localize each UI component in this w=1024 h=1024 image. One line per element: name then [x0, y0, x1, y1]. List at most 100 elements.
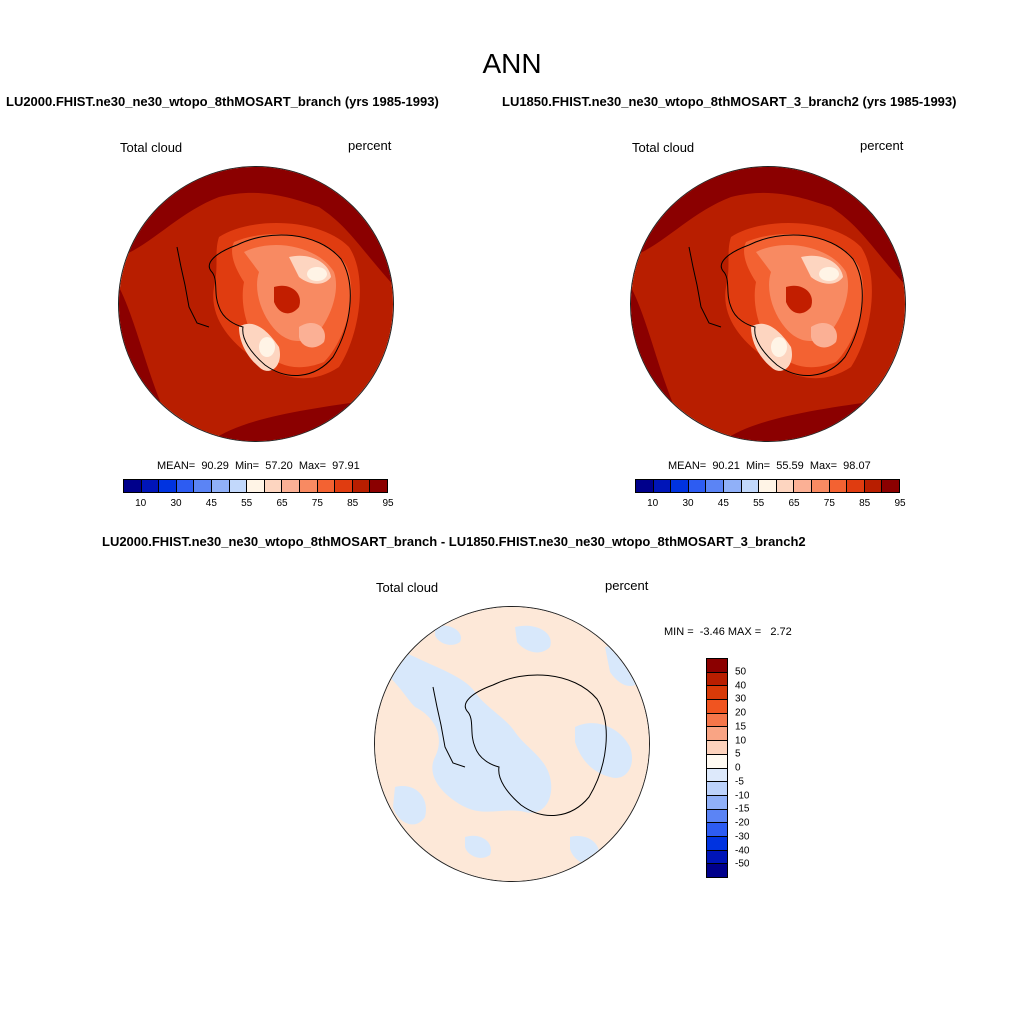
panel-2-colorbar-swatch	[741, 480, 760, 492]
panel-1-stats: MEAN= 90.29 Min= 57.20 Max= 97.91	[157, 460, 360, 472]
panel-1-colorbar-swatch	[176, 480, 195, 492]
panel-3-colorbar-swatch	[707, 713, 727, 728]
panel-2-colorbar-swatch	[776, 480, 795, 492]
panel-1-colorbar-swatch	[247, 480, 265, 492]
panel-2-colorbar-tick-label: 75	[823, 498, 835, 509]
panel-3-colorbar-swatch	[707, 809, 727, 824]
panel-3-colorbar-tick-label: 5	[735, 748, 741, 760]
panel-3-title: LU2000.FHIST.ne30_ne30_wtopo_8thMOSART_b…	[102, 534, 806, 549]
panel-1-colorbar-swatch	[264, 480, 283, 492]
panel-1-units-label: percent	[348, 138, 392, 153]
panel-3-colorbar-tick-label: 10	[735, 735, 747, 746]
panel-1-colorbar-swatch	[194, 480, 212, 492]
panel-3-colorbar-tick-label: 0	[735, 762, 741, 774]
panel-3-colorbar-swatch	[707, 768, 727, 783]
panel-1-colorbar-tick-label: 30	[170, 498, 182, 509]
panel-1-colorbar-swatch	[124, 480, 142, 492]
panel-2-stats: MEAN= 90.21 Min= 55.59 Max= 98.07	[668, 460, 871, 472]
panel-2-colorbar-swatch	[723, 480, 742, 492]
panel-2-colorbar-tick-label: 95	[894, 498, 906, 509]
panel-2-colorbar-swatch	[653, 480, 672, 492]
panel-1-colorbar-swatch	[352, 480, 371, 492]
panel-1-colorbar-swatch	[282, 480, 300, 492]
panel-2-colorbar-swatch	[864, 480, 883, 492]
panel-2-colorbar-swatch	[811, 480, 830, 492]
panel-3-map-svg	[375, 607, 649, 881]
panel-1-title: LU2000.FHIST.ne30_ne30_wtopo_8thMOSART_b…	[6, 94, 439, 109]
panel-1-colorbar-swatch	[159, 480, 177, 492]
panel-1-colorbar-swatch	[299, 480, 318, 492]
panel-3-colorbar-tick-label: -40	[735, 845, 750, 856]
panel-3-units-label: percent	[605, 578, 649, 593]
panel-1-colorbar-swatch	[335, 480, 353, 492]
panel-1-colorbar-ticks: 10 30 45 55 65 75 85 95	[123, 498, 393, 512]
panel-3-colorbar-tick-label: -5	[735, 776, 744, 788]
panel-3-colorbar	[706, 658, 728, 878]
panel-3-colorbar-tick-label: -15	[735, 803, 750, 815]
panel-2-colorbar-swatch	[794, 480, 812, 492]
panel-2-colorbar-swatch	[706, 480, 724, 492]
panel-1-colorbar-swatch	[317, 480, 336, 492]
panel-2-colorbar-swatch	[671, 480, 689, 492]
panel-3-colorbar-swatch	[707, 795, 727, 810]
panel-3-colorbar-swatch	[707, 782, 727, 796]
panel-2-colorbar-tick-label: 45	[717, 498, 729, 509]
panel-1-colorbar-swatch	[229, 480, 248, 492]
panel-2-colorbar-tick-label: 65	[788, 498, 800, 509]
panel-2-colorbar	[635, 479, 900, 493]
panel-3-colorbar-swatch	[707, 754, 727, 769]
panel-1-colorbar-tick-label: 75	[311, 498, 323, 509]
panel-2-colorbar-swatch	[759, 480, 777, 492]
panel-3-colorbar-tick-label: 15	[735, 721, 747, 733]
panel-2-map-svg	[631, 167, 905, 441]
panel-2-colorbar-tick-label: 85	[859, 498, 871, 509]
panel-2-colorbar-tick-label: 55	[753, 498, 765, 509]
panel-3-colorbar-swatch	[707, 836, 727, 851]
panel-2-colorbar-swatch	[847, 480, 865, 492]
panel-2-colorbar-swatch	[688, 480, 707, 492]
panel-2-variable-label: Total cloud	[632, 140, 695, 155]
panel-2-units-label: percent	[860, 138, 904, 153]
panel-1-map-svg	[119, 167, 393, 441]
panel-3-colorbar-swatch	[707, 672, 727, 687]
panel-2-colorbar-tick-label: 10	[647, 498, 659, 509]
panel-1-colorbar-swatch	[370, 480, 387, 492]
panel-1-map	[118, 166, 394, 442]
panel-3-colorbar-tick-label: 20	[735, 707, 747, 719]
panel-1-colorbar-swatch	[211, 480, 230, 492]
panel-1-colorbar-tick-label: 10	[135, 498, 147, 509]
panel-3-colorbar-swatch	[707, 659, 727, 673]
panel-3-colorbar-swatch	[707, 823, 727, 837]
panel-3-colorbar-swatch	[707, 864, 727, 877]
panel-3-colorbar-tick-label: -20	[735, 817, 750, 829]
panel-1-colorbar-tick-label: 45	[205, 498, 217, 509]
panel-2-colorbar-swatch	[829, 480, 848, 492]
panel-3-colorbar-tick-label: -50	[735, 858, 750, 870]
panel-1-colorbar-tick-label: 65	[276, 498, 288, 509]
panel-2-colorbar-swatch	[636, 480, 654, 492]
panel-3-variable-label: Total cloud	[376, 580, 439, 595]
panel-1-colorbar-tick-label: 55	[241, 498, 253, 509]
figure-title: ANN	[482, 48, 542, 79]
panel-3-colorbar-ticks: 50 40 30 20 15 10 5 0 -5 -10 -15 -20 -30 -40 -50	[735, 658, 765, 878]
panel-2-map	[630, 166, 906, 442]
panel-3-colorbar-tick-label: 40	[735, 680, 747, 691]
panel-1-variable-label: Total cloud	[120, 140, 183, 155]
panel-3-colorbar-tick-label: -30	[735, 831, 750, 843]
panel-2-title: LU1850.FHIST.ne30_ne30_wtopo_8thMOSART_3…	[502, 94, 957, 109]
panel-2-colorbar-ticks: 10 30 45 55 65 75 85 95	[635, 498, 905, 512]
panel-3-colorbar-tick-label: 30	[735, 693, 747, 705]
panel-3-map	[374, 606, 650, 882]
panel-3-colorbar-tick-label: -10	[735, 790, 750, 801]
panel-1-colorbar-swatch	[141, 480, 160, 492]
panel-3-colorbar-swatch	[707, 686, 727, 701]
panel-3-stats: MIN = -3.46 MAX = 2.72	[664, 626, 792, 638]
panel-3-colorbar-swatch	[707, 700, 727, 714]
panel-3-colorbar-swatch	[707, 850, 727, 865]
panel-1-colorbar-tick-label: 95	[382, 498, 394, 509]
panel-1-colorbar-tick-label: 85	[347, 498, 359, 509]
panel-3-colorbar-swatch	[707, 727, 727, 742]
panel-3-colorbar-tick-label: 50	[735, 666, 747, 678]
panel-1-colorbar	[123, 479, 388, 493]
panel-3-colorbar-swatch	[707, 741, 727, 755]
